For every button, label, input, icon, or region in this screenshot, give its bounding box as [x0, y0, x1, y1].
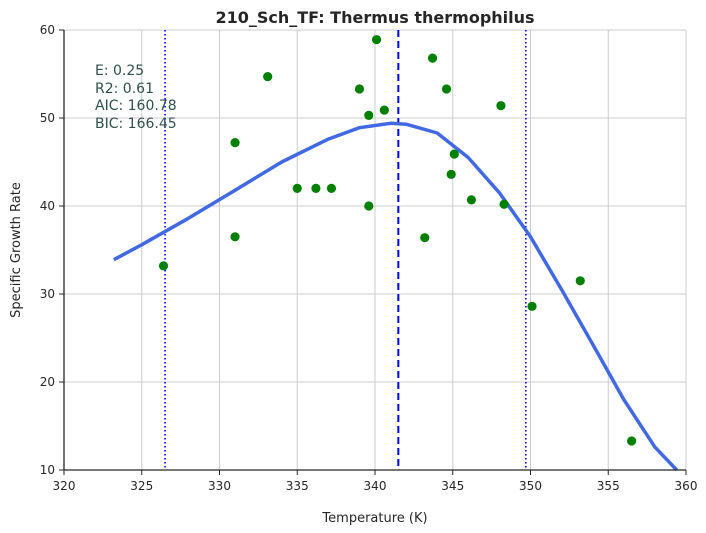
x-tick-label: 330	[208, 479, 231, 493]
data-point	[230, 232, 240, 242]
data-point	[311, 183, 321, 193]
data-point	[527, 301, 537, 311]
chart-title: 210_Sch_TF: Thermus thermophilus	[215, 8, 534, 27]
data-point	[326, 183, 337, 193]
data-point	[427, 53, 438, 63]
x-tick-label: 350	[519, 479, 542, 493]
data-point	[420, 233, 430, 243]
data-point	[575, 276, 585, 286]
x-tick-label: 325	[130, 479, 153, 493]
y-tick-label: 10	[40, 463, 55, 477]
grid-lines	[63, 29, 687, 471]
data-point	[158, 261, 169, 271]
y-axis-label: Specific Growth Rate	[9, 182, 24, 318]
data-point	[371, 35, 382, 45]
x-tick-label: 345	[441, 479, 464, 493]
stats-annotation: E: 0.25 R2: 0.61 AIC: 160.78 BIC: 166.45	[95, 63, 177, 132]
data-points	[158, 35, 637, 446]
stat-e: E: 0.25	[95, 63, 144, 79]
stat-r2: R2: 0.61	[95, 81, 154, 97]
y-tick-label: 30	[40, 287, 55, 301]
y-tick-label: 40	[40, 199, 55, 213]
x-tick-label: 355	[597, 479, 620, 493]
x-tick-label: 335	[286, 479, 309, 493]
x-tick-label: 340	[364, 479, 387, 493]
stat-bic: BIC: 166.45	[95, 116, 177, 132]
x-axis-ticks: 320 325 330 335 340 345 350 355 360	[53, 470, 698, 493]
data-point	[379, 105, 389, 115]
x-tick-label: 320	[53, 479, 76, 493]
y-tick-label: 50	[40, 111, 55, 125]
data-point	[354, 84, 365, 94]
y-axis-ticks: 10 20 30 40 50 60	[40, 23, 64, 477]
reference-lines	[164, 30, 527, 470]
data-point	[449, 149, 459, 159]
data-point	[230, 138, 240, 148]
data-point	[466, 195, 477, 205]
y-tick-label: 20	[40, 375, 55, 389]
data-point	[263, 72, 273, 82]
y-tick-label: 60	[40, 23, 55, 37]
fit-curve-layer	[112, 121, 678, 472]
x-axis-label: Temperature (K)	[321, 511, 427, 526]
stat-aic: AIC: 160.78	[95, 98, 177, 114]
fit-curve	[112, 121, 678, 472]
data-point	[446, 169, 456, 179]
data-point	[292, 183, 302, 193]
data-point	[496, 101, 506, 111]
data-point	[499, 199, 509, 209]
data-point	[441, 84, 452, 94]
data-point	[364, 201, 374, 211]
x-tick-label: 360	[675, 479, 698, 493]
data-point	[364, 110, 374, 120]
data-point	[626, 436, 637, 446]
